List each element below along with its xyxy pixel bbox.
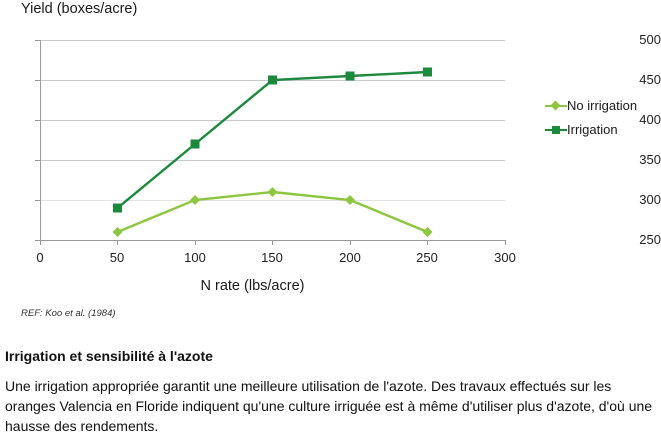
x-axis-title: N rate (lbs/acre) [200,278,305,294]
x-tick-label-0: 0 [36,250,44,265]
legend-marker-diamond-icon [545,99,567,113]
y-tick-mark-400 [35,120,40,121]
x-tick-label-300: 300 [494,250,516,265]
y-tick-label-400: 400 [639,112,661,127]
y-tick-mark-500 [35,40,40,41]
y-tick-mark-350 [35,160,40,161]
gridline-300 [40,200,505,201]
x-axis-line [40,240,506,241]
y-tick-label-500: 500 [639,32,661,47]
data-point-marker [190,195,200,205]
y-axis-line [40,40,41,241]
legend-item-no-irrigation[interactable]: No irrigation [545,96,661,115]
data-point-marker [422,227,433,237]
x-tick-mark-0 [40,240,41,245]
chart-plot-area [112,67,433,237]
y-tick-mark-450 [35,80,40,81]
y-tick-mark-250 [35,240,40,241]
x-tick-mark-200 [350,240,351,245]
data-point-marker [190,139,200,149]
x-tick-mark-250 [427,240,428,245]
y-tick-mark-300 [35,200,40,201]
y-tick-label-450: 450 [639,72,661,87]
section-paragraph: Une irrigation appropriée garantit une m… [5,378,653,434]
gridline-400 [40,120,505,121]
x-tick-mark-100 [195,240,196,245]
chart-figure: Yield (boxes/acre) 500 450 400 350 300 2… [21,1,661,319]
legend-item-irrigation[interactable]: Irrigation [545,120,661,139]
x-tick-mark-300 [505,240,506,245]
y-tick-label-250: 250 [639,232,661,247]
legend-label-irrigation: Irrigation [567,122,618,137]
x-tick-label-100: 100 [184,250,206,265]
data-point-marker [268,75,277,85]
x-tick-label-50: 50 [109,250,125,265]
gridline-350 [40,160,505,161]
section-heading: Irrigation et sensibilité à l'azote [5,348,213,364]
legend-marker-square-icon [545,123,567,137]
data-point-marker [267,187,278,197]
y-tick-label-350: 350 [639,152,661,167]
data-point-marker [113,203,122,213]
article-section: Irrigation et sensibilité à l'azote Une … [5,348,661,436]
series-line-no-irrigation [117,190,428,234]
data-point-marker [423,67,432,77]
x-tick-label-200: 200 [339,250,361,265]
x-tick-mark-150 [272,240,273,245]
y-tick-label-300: 300 [639,192,661,207]
data-point-marker [345,195,355,205]
chart-title: Yield (boxes/acre) [21,1,138,17]
x-tick-label-150: 150 [261,250,283,265]
x-tick-label-250: 250 [416,250,438,265]
x-tick-mark-50 [117,240,118,245]
gridline-500 [40,40,505,41]
legend-label-no-irrigation: No irrigation [567,98,638,113]
chart-legend: No irrigation Irrigation [545,96,661,144]
chart-reference-note: REF: Koo et al. (1984) [21,308,116,319]
data-point-marker [345,71,355,81]
data-point-marker [112,227,123,237]
